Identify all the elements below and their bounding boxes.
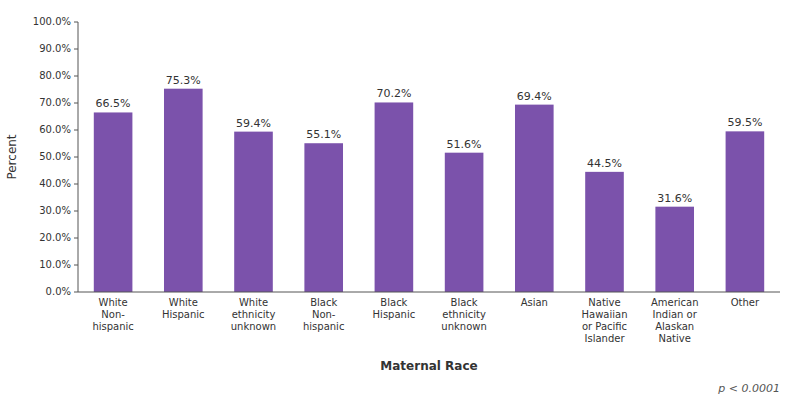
y-tick [74, 238, 78, 239]
x-tick-label-line: Hawaiian [582, 309, 628, 320]
x-tick-label-line: White [239, 297, 268, 308]
x-tick-label-line: Indian or [653, 309, 698, 320]
x-tick-label-line: Islander [584, 333, 625, 344]
bar [234, 132, 273, 292]
x-tick-label-line: unknown [231, 321, 276, 332]
y-axis-label: Percent [5, 134, 19, 179]
x-axis: WhiteNon-hispanicWhiteHispanicWhiteethni… [78, 292, 780, 373]
annotation: p < 0.0001 [717, 382, 780, 395]
x-tick-label-line: unknown [441, 321, 486, 332]
y-tick [74, 211, 78, 212]
x-tick-label-line: Hispanic [373, 309, 416, 320]
y-tick [74, 130, 78, 131]
y-tick [74, 76, 78, 77]
y-tick-label: 40.0% [39, 178, 71, 189]
x-tick-label: BlackNon-hispanic [303, 297, 344, 332]
x-tick-label: WhiteNon-hispanic [92, 297, 133, 332]
y-tick-label: 10.0% [39, 259, 71, 270]
y-tick [74, 184, 78, 185]
data-label: 44.5% [587, 157, 622, 170]
x-tick-label-line: Alaskan [655, 321, 694, 332]
bar [585, 172, 624, 292]
bar [726, 131, 765, 292]
y-tick-label: 70.0% [39, 97, 71, 108]
x-tick-label-line: Black [310, 297, 337, 308]
x-tick-label-line: White [169, 297, 198, 308]
y-tick [74, 22, 78, 23]
data-label: 59.5% [727, 116, 762, 129]
x-tick-label-line: Non- [312, 309, 336, 320]
bar [164, 89, 203, 292]
data-label: 55.1% [306, 128, 341, 141]
data-label: 69.4% [517, 90, 552, 103]
x-tick-label-line: Native [588, 297, 620, 308]
x-tick-label: Blackethnicityunknown [441, 297, 486, 332]
x-tick-label-line: Asian [521, 297, 548, 308]
y-tick-label: 60.0% [39, 124, 71, 135]
x-tick-label-line: Non- [101, 309, 125, 320]
x-tick-label: AmericanIndian orAlaskanNative [651, 297, 699, 344]
data-label: 31.6% [657, 192, 692, 205]
x-tick-label: Other [731, 297, 760, 308]
x-tick-label: Whiteethnicityunknown [231, 297, 276, 332]
x-tick-label-line: Hispanic [162, 309, 205, 320]
y-tick-label: 30.0% [39, 205, 71, 216]
y-tick [74, 49, 78, 50]
bar [655, 207, 694, 292]
data-labels: 66.5% 75.3% 59.4% 55.1% 70.2% 51.6% 69.4% 44.5%… [96, 74, 763, 205]
bar [375, 102, 414, 292]
data-label: 66.5% [96, 97, 131, 110]
x-tick-label-line: American [651, 297, 699, 308]
x-tick-label-line: Native [659, 333, 691, 344]
data-label: 51.6% [447, 138, 482, 151]
data-label: 75.3% [166, 74, 201, 87]
x-axis-line [78, 292, 780, 293]
y-tick-label: 90.0% [39, 43, 71, 54]
x-tick-label-line: or Pacific [582, 321, 627, 332]
y-tick-label: 80.0% [39, 70, 71, 81]
x-tick-label-line: Black [380, 297, 407, 308]
x-tick-label: WhiteHispanic [162, 297, 205, 320]
page: {"chart_data": { "type": "bar", "categor… [0, 0, 800, 400]
x-tick-label-line: hispanic [92, 321, 133, 332]
bars [94, 89, 764, 292]
x-tick-label-line: Black [451, 297, 478, 308]
y-tick [74, 157, 78, 158]
x-tick-label: NativeHawaiianor PacificIslander [582, 297, 628, 344]
y-tick-label: 100.0% [33, 16, 71, 27]
data-label: 70.2% [376, 87, 411, 100]
y-tick-label: 0.0% [46, 286, 71, 297]
x-tick-label-line: White [99, 297, 128, 308]
bar [94, 112, 133, 292]
x-tick-label-line: ethnicity [232, 309, 276, 320]
y-tick [74, 292, 78, 293]
x-tick-label-line: Other [731, 297, 760, 308]
x-axis-label: Maternal Race [380, 359, 477, 373]
x-tick-label-line: ethnicity [442, 309, 486, 320]
chart-container: 66.5% 75.3% 59.4% 55.1% 70.2% 51.6% 69.4% 44.5%… [0, 0, 800, 400]
x-tick-label: BlackHispanic [373, 297, 416, 320]
y-tick-label: 20.0% [39, 232, 71, 243]
bar [515, 105, 554, 292]
bar [304, 143, 343, 292]
bar [445, 153, 484, 292]
y-tick [74, 103, 78, 104]
data-label: 59.4% [236, 117, 271, 130]
chart-svg: 66.5% 75.3% 59.4% 55.1% 70.2% 51.6% 69.4% 44.5%… [0, 0, 800, 400]
y-tick [74, 265, 78, 266]
x-tick-label-line: hispanic [303, 321, 344, 332]
y-tick-label: 50.0% [39, 151, 71, 162]
x-tick-label: Asian [521, 297, 548, 308]
y-axis: 0.0% 10.0% 20.0% 30.0% 40.0% 50.0% 60.0% 70.0% 8… [5, 16, 78, 297]
